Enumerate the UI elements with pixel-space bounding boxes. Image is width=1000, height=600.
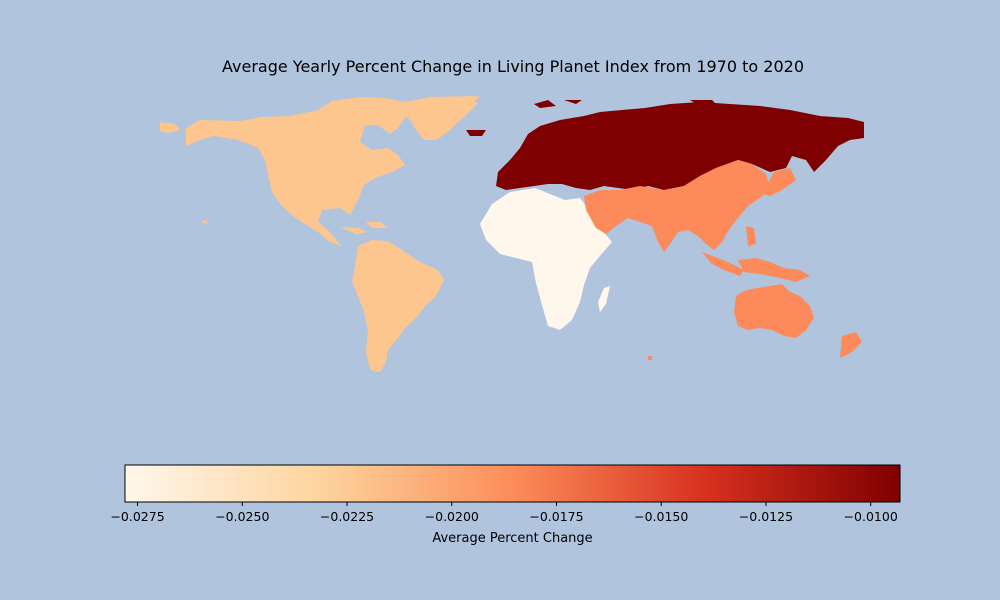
- colorbar-label: Average Percent Change: [432, 531, 593, 546]
- colorbar-tick-label: −0.0225: [320, 509, 374, 524]
- colorbar-tick-label: −0.0250: [215, 509, 269, 524]
- colorbar-tick-label: −0.0125: [739, 509, 793, 524]
- colorbar-ticks: −0.0275 −0.0250 −0.0225 −0.0200 −0.0175 −0.01…: [110, 502, 898, 524]
- map-title: Average Yearly Percent Change in Living …: [222, 57, 804, 76]
- colorbar: [124, 464, 901, 503]
- colorbar-tick-label: −0.0275: [110, 509, 164, 524]
- region-europe-central-asia: [466, 100, 864, 190]
- region-north-america: [160, 96, 480, 246]
- region-asia-pacific: [584, 160, 862, 360]
- colorbar-tick-label: −0.0200: [425, 509, 479, 524]
- region-africa: [480, 188, 612, 330]
- colorbar-tick-label: −0.0100: [844, 509, 898, 524]
- region-latin-america: [352, 222, 444, 372]
- colorbar-tick-label: −0.0175: [529, 509, 583, 524]
- colorbar-tick-label: −0.0150: [634, 509, 688, 524]
